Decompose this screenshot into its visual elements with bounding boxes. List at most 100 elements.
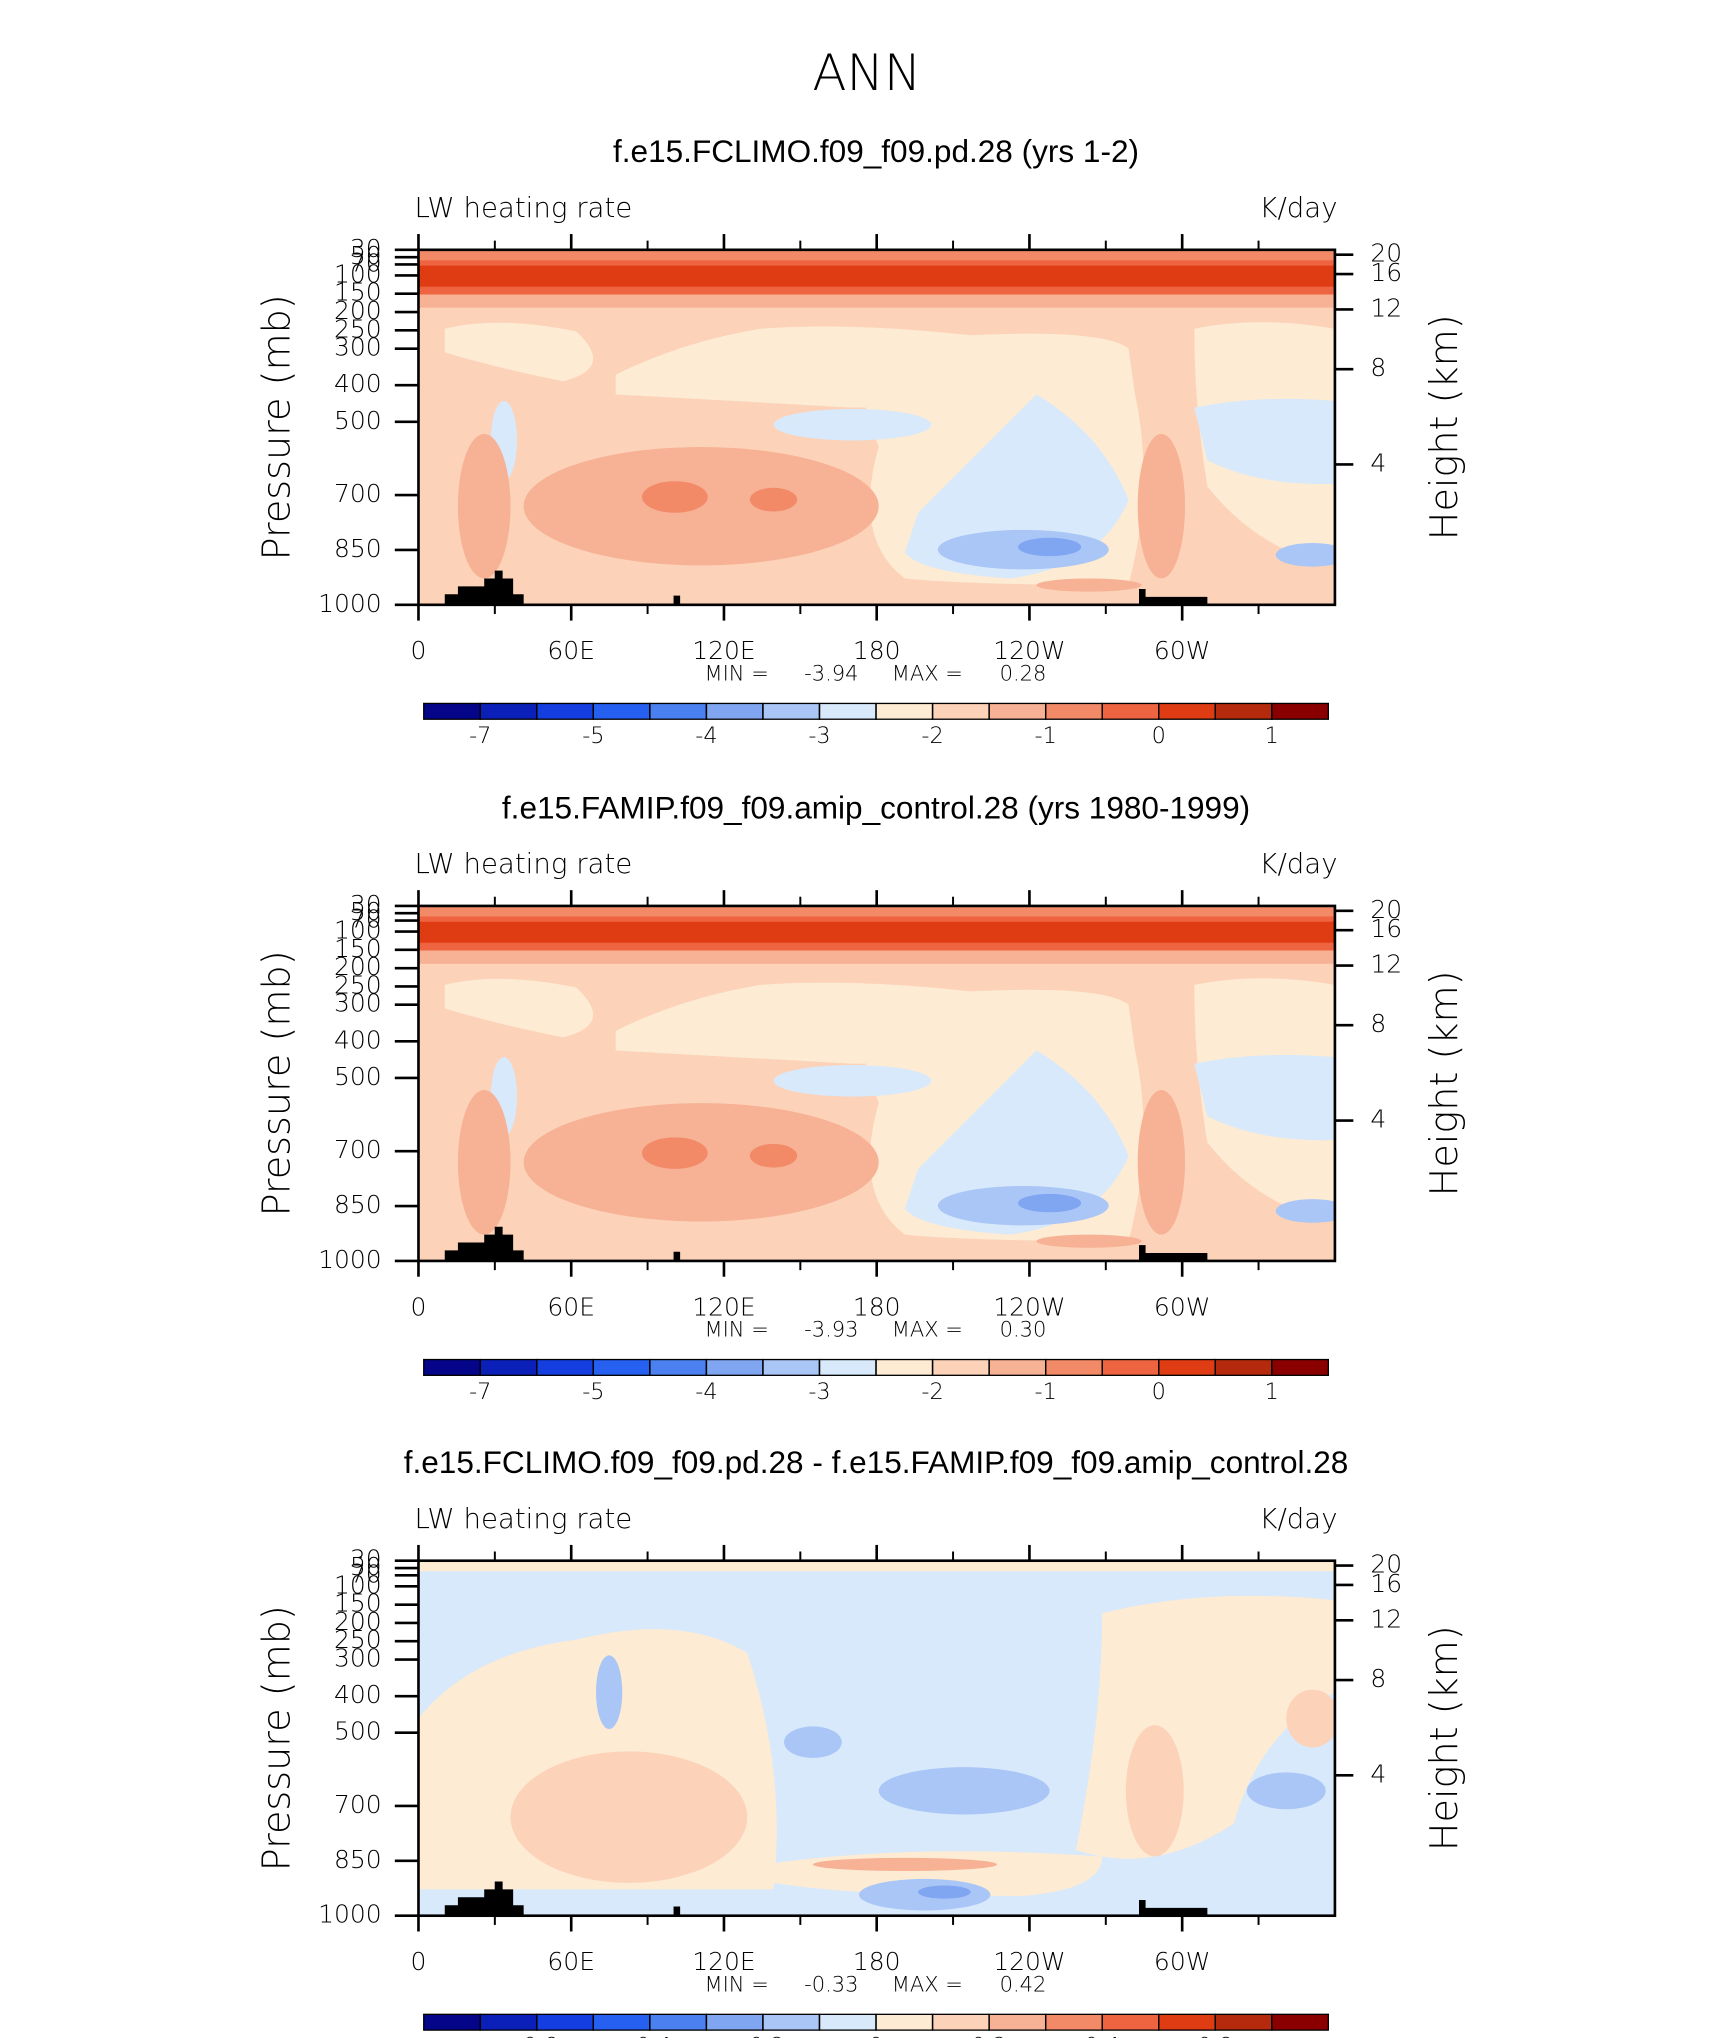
contour-region	[1036, 578, 1142, 592]
y2-tick-label: 16	[1370, 914, 1402, 943]
colorbar-label: -2	[921, 723, 943, 749]
colorbar-label: -5	[582, 723, 604, 749]
max-label: MAX =	[892, 1317, 963, 1342]
x-tick-label: 60E	[547, 1947, 595, 1976]
left-string: LW heating rate	[415, 1502, 633, 1535]
colorbar-box	[705, 1358, 764, 1376]
contour-region	[595, 1655, 623, 1730]
y-tick-label: 500	[334, 1717, 382, 1746]
right-string: K/day	[1259, 847, 1337, 880]
y2-tick-label: 16	[1370, 258, 1402, 287]
topography	[444, 1881, 1208, 1916]
figure-title: ANN	[812, 44, 921, 102]
y-tick-label: 700	[334, 1790, 382, 1819]
contour-region	[444, 978, 594, 1038]
y-axis-label: Pressure (mb)	[255, 294, 299, 560]
colorbar-box	[479, 1358, 538, 1376]
x-tick-label: 0	[411, 636, 427, 665]
contour-region	[904, 1050, 1129, 1235]
y-tick-label: 30	[350, 1545, 382, 1574]
contour-region	[1246, 1772, 1326, 1810]
contour-region	[918, 1885, 971, 1899]
panel-title: f.e15.FCLIMO.f09_f09.pd.28 (yrs 1-2)	[613, 133, 1139, 169]
y-tick-label: 150	[334, 934, 382, 963]
y-tick-label: 50	[350, 897, 382, 926]
min-value: -3.94	[804, 661, 858, 686]
colorbar-box	[875, 1358, 934, 1376]
contour-region	[418, 294, 1335, 308]
x-tick-label: 60E	[547, 636, 595, 665]
colorbar-box	[649, 1358, 708, 1376]
y-tick-label: 850	[334, 1845, 382, 1874]
right-string: K/day	[1259, 1502, 1337, 1535]
y2-tick-label: 4	[1370, 1105, 1386, 1134]
max-value: 0.28	[1000, 661, 1047, 686]
y-axis-label: Pressure (mb)	[255, 950, 299, 1216]
y-tick-label: 200	[334, 952, 382, 981]
colorbar-label: 1	[1265, 1379, 1279, 1405]
colorbar-box	[1214, 1358, 1273, 1376]
y2-tick-label: 4	[1370, 1759, 1386, 1788]
colorbar-box	[649, 2013, 708, 2031]
contour-region	[418, 265, 1335, 287]
colorbar-box	[1158, 702, 1216, 720]
colorbar-box	[705, 702, 764, 720]
colorbar-box	[1214, 2013, 1273, 2031]
colorbar-box	[1214, 702, 1273, 720]
colorbar-label: -5	[582, 1379, 604, 1405]
y-tick-label: 1000	[318, 589, 382, 618]
contour-region	[1125, 1725, 1184, 1857]
colorbar-box	[988, 1358, 1047, 1376]
panel: f.e15.FCLIMO.f09_f09.pd.28 - f.e15.FAMIP…	[255, 1444, 1467, 2038]
contour-region	[1137, 433, 1186, 579]
y-tick-label: 200	[334, 1607, 382, 1636]
y-tick-label: 100	[334, 916, 382, 945]
y2-tick-label: 8	[1370, 353, 1386, 382]
contour-region	[418, 950, 1335, 964]
colorbar-box	[1271, 1358, 1329, 1376]
colorbar-box	[536, 2013, 595, 2031]
colorbar-box	[875, 702, 934, 720]
y2-axis-label: Height (km)	[1422, 971, 1466, 1197]
y-tick-label: 70	[350, 1559, 382, 1588]
y-axis-label: Pressure (mb)	[255, 1605, 299, 1871]
max-value: 0.30	[1000, 1317, 1047, 1342]
colorbar-label: 0	[869, 2034, 883, 2038]
y2-tick-label: 20	[1370, 1550, 1402, 1579]
contour-region	[749, 487, 798, 512]
colorbar-box	[988, 702, 1047, 720]
y2-tick-label: 12	[1370, 293, 1402, 322]
colorbar-label: -4	[695, 1379, 717, 1405]
min-value: -0.33	[804, 1971, 858, 1996]
contour-region	[457, 1090, 511, 1235]
colorbar-box	[762, 1358, 821, 1376]
y-tick-label: 300	[334, 989, 382, 1018]
y-tick-label: 700	[334, 1135, 382, 1164]
contour-region	[418, 905, 1335, 920]
contour-field	[418, 905, 1335, 1261]
colorbar-label: 0.2	[971, 2034, 1007, 2038]
y-tick-label: 850	[334, 1190, 382, 1219]
y-tick-label: 850	[334, 534, 382, 563]
colorbar-label: 0	[1152, 1379, 1166, 1405]
left-string: LW heating rate	[415, 191, 633, 224]
colorbar-label: -0.8	[515, 2034, 559, 2038]
y2-tick-label: 12	[1370, 950, 1402, 979]
x-tick-label: 120E	[692, 1292, 755, 1321]
x-tick-label: 60W	[1154, 1947, 1210, 1976]
colorbar-label: -0.4	[628, 2034, 672, 2038]
y-tick-label: 250	[334, 970, 382, 999]
contour-region	[878, 1767, 1050, 1815]
topography	[444, 1226, 1208, 1261]
colorbar-box	[818, 1358, 877, 1376]
panel: f.e15.FCLIMO.f09_f09.pd.28 (yrs 1-2) LW h…	[255, 133, 1467, 749]
colorbar-box	[988, 2013, 1047, 2031]
panel: f.e15.FAMIP.f09_f09.amip_control.28 (yrs…	[255, 789, 1467, 1405]
y2-tick-label: 16	[1370, 1569, 1402, 1598]
contour-region	[1275, 543, 1335, 567]
min-value: -3.93	[804, 1317, 858, 1342]
contour-region	[1286, 1689, 1335, 1748]
y-tick-label: 250	[334, 1625, 382, 1654]
colorbar-box	[479, 702, 538, 720]
y-tick-label: 1000	[318, 1900, 382, 1929]
